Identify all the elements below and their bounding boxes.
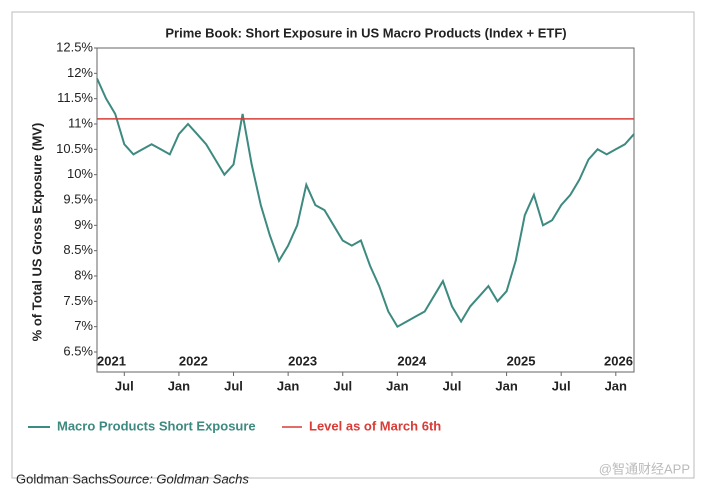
y-tick-label: 12% — [67, 65, 93, 80]
x-tick-label: Jan — [386, 378, 408, 393]
year-label: 2023 — [288, 353, 317, 368]
y-tick-label: 11% — [68, 115, 93, 130]
year-label: 2021 — [97, 353, 126, 368]
legend-label: Macro Products Short Exposure — [57, 418, 256, 433]
x-tick-label: Jul — [333, 378, 352, 393]
y-tick-label: 10.5% — [56, 141, 93, 156]
series-line — [96, 77, 635, 329]
legend-label: Level as of March 6th — [309, 418, 441, 433]
x-tick-label: Jul — [552, 378, 571, 393]
year-label: 2024 — [397, 353, 427, 368]
x-tick-label: Jul — [115, 378, 134, 393]
year-label: 2022 — [179, 353, 208, 368]
y-tick-label: 10% — [67, 166, 93, 181]
y-tick-label: 11.5% — [57, 90, 93, 105]
year-label: 2026 — [604, 353, 633, 368]
x-tick-label: Jan — [277, 378, 299, 393]
y-tick-label: 6.5% — [63, 343, 93, 358]
x-tick-label: Jan — [605, 378, 627, 393]
y-axis-label: % of Total US Gross Exposure (MV) — [29, 123, 44, 342]
y-tick-label: 8.5% — [63, 242, 93, 257]
x-tick-label: Jan — [495, 378, 517, 393]
footer-owner: Goldman Sachs — [16, 471, 109, 486]
y-tick-label: 8% — [74, 267, 93, 282]
chart-title: Prime Book: Short Exposure in US Macro P… — [165, 25, 566, 40]
y-tick-label: 12.5% — [56, 39, 93, 54]
y-tick-label: 7.5% — [63, 293, 93, 308]
x-tick-label: Jul — [224, 378, 243, 393]
y-tick-label: 7% — [74, 318, 93, 333]
y-tick-label: 9.5% — [63, 191, 93, 206]
plot-frame — [96, 47, 635, 373]
year-label: 2025 — [507, 353, 536, 368]
watermark: @智通财经APP — [599, 461, 690, 476]
x-tick-label: Jan — [168, 378, 190, 393]
y-tick-label: 9% — [74, 217, 93, 232]
footer-source: Source: Goldman Sachs — [108, 471, 249, 486]
x-tick-label: Jul — [443, 378, 462, 393]
